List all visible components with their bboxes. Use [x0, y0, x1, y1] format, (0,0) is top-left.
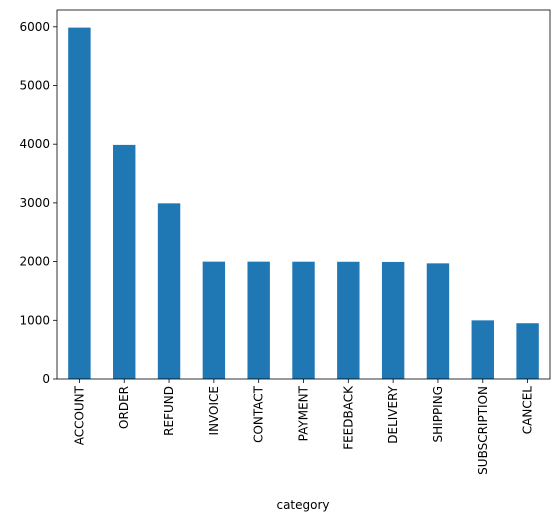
- bar-refund: [157, 203, 181, 379]
- x-tick-label: DELIVERY: [386, 385, 400, 443]
- bar-cancel: [516, 323, 539, 379]
- x-axis-label: category: [276, 498, 329, 512]
- x-tick-label: CONTACT: [252, 385, 266, 443]
- bar-order: [113, 144, 136, 379]
- y-tick-label: 1000: [19, 313, 50, 327]
- y-tick-label: 0: [42, 372, 50, 386]
- y-tick-label: 2000: [19, 255, 50, 269]
- y-axis: 0 1000 2000 3000 4000 5000 6000: [19, 20, 57, 386]
- bar-account: [68, 27, 91, 380]
- bar-feedback: [337, 261, 360, 379]
- x-tick-label: FEEDBACK: [341, 385, 355, 450]
- x-tick-label: SHIPPING: [431, 386, 445, 442]
- y-tick-label: 5000: [19, 78, 50, 92]
- bar-invoice: [202, 261, 226, 379]
- bars-layer: [68, 27, 539, 380]
- bar-payment: [292, 261, 315, 379]
- x-tick-label: ORDER: [117, 386, 131, 429]
- x-tick-label: REFUND: [162, 386, 176, 436]
- y-tick-label: 4000: [19, 137, 50, 151]
- bar-shipping: [426, 263, 450, 379]
- bar-subscription: [471, 320, 494, 379]
- x-tick-label: ACCOUNT: [72, 385, 86, 445]
- bar-contact: [247, 261, 270, 379]
- x-tick-label: CANCEL: [521, 386, 535, 435]
- x-tick-label: PAYMENT: [297, 385, 311, 441]
- x-tick-label: INVOICE: [207, 386, 221, 435]
- y-tick-label: 6000: [19, 20, 50, 34]
- y-tick-label: 3000: [19, 196, 50, 210]
- x-axis: ACCOUNT ORDER REFUND INVOICE CONTACT PAYMENT F…: [72, 379, 535, 475]
- x-tick-label: SUBSCRIPTION: [476, 386, 490, 475]
- bar-delivery: [381, 261, 405, 379]
